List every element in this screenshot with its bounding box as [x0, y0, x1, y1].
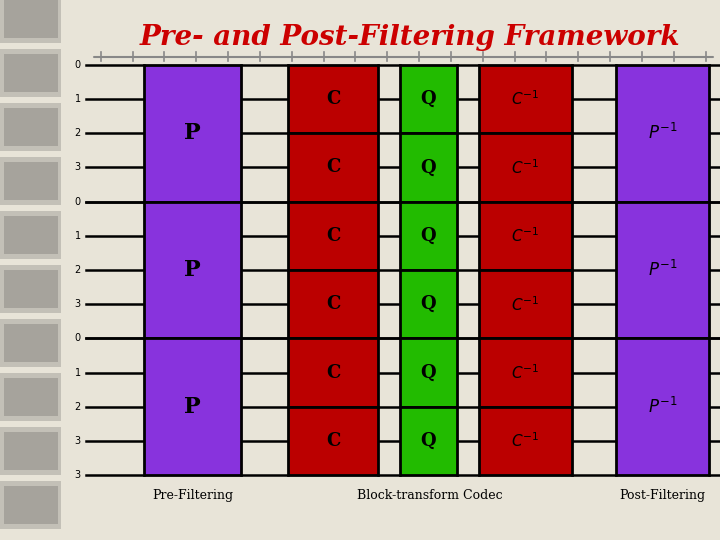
Text: 3: 3 [74, 163, 81, 172]
Bar [4, 270, 58, 308]
Text: 0: 0 [74, 197, 81, 207]
Text: C: C [326, 432, 340, 450]
Text: $C^{-1}$: $C^{-1}$ [511, 158, 540, 177]
Text: 0: 0 [74, 333, 81, 343]
Bar [400, 133, 457, 201]
Text: $P^{-1}$: $P^{-1}$ [648, 260, 677, 280]
Text: 1: 1 [74, 231, 81, 241]
Text: 1: 1 [74, 368, 81, 377]
Bar [0, 265, 61, 313]
Text: $C^{-1}$: $C^{-1}$ [511, 295, 540, 314]
Text: $P^{-1}$: $P^{-1}$ [648, 123, 677, 143]
Bar [479, 339, 572, 407]
Text: P: P [184, 122, 201, 144]
Bar [616, 201, 709, 339]
Text: Q: Q [420, 227, 436, 245]
Text: C: C [326, 90, 340, 108]
Bar [400, 65, 457, 133]
Bar [400, 407, 457, 475]
Bar [0, 481, 61, 529]
Text: C: C [326, 295, 340, 313]
Text: Q: Q [420, 90, 436, 108]
Text: $C^{-1}$: $C^{-1}$ [511, 90, 540, 109]
Text: $P^{-1}$: $P^{-1}$ [648, 397, 677, 417]
Text: 0: 0 [74, 60, 81, 70]
Bar [288, 339, 378, 407]
Text: P: P [184, 396, 201, 418]
Bar [4, 216, 58, 254]
Text: $C^{-1}$: $C^{-1}$ [511, 363, 540, 382]
Text: Q: Q [420, 432, 436, 450]
Bar [0, 427, 61, 475]
Bar [0, 373, 61, 421]
Bar [0, 49, 61, 97]
Text: Post-Filtering: Post-Filtering [619, 489, 706, 502]
Bar [144, 339, 241, 475]
Bar [4, 54, 58, 92]
Text: C: C [326, 158, 340, 177]
Text: Block-transform Codec: Block-transform Codec [357, 489, 503, 502]
Bar [400, 201, 457, 270]
Text: Q: Q [420, 158, 436, 177]
Bar [400, 270, 457, 339]
Bar [288, 270, 378, 339]
Bar [0, 0, 61, 43]
Bar [4, 486, 58, 524]
Text: $C^{-1}$: $C^{-1}$ [511, 431, 540, 450]
Text: Pre-Filtering: Pre-Filtering [152, 489, 233, 502]
Text: 2: 2 [74, 265, 81, 275]
Text: Pre- and Post-Filtering Framework: Pre- and Post-Filtering Framework [140, 24, 680, 51]
Text: 1: 1 [74, 94, 81, 104]
Text: Q: Q [420, 295, 436, 313]
Bar [479, 201, 572, 270]
Bar [479, 133, 572, 201]
Bar [400, 339, 457, 407]
Bar [288, 201, 378, 270]
Bar [479, 270, 572, 339]
Bar [479, 407, 572, 475]
Bar [0, 103, 61, 151]
Text: 2: 2 [74, 128, 81, 138]
Bar [144, 201, 241, 339]
Text: C: C [326, 227, 340, 245]
Bar [4, 0, 58, 38]
Text: 3: 3 [74, 299, 81, 309]
Text: 3: 3 [74, 470, 81, 480]
Bar [288, 407, 378, 475]
Bar [4, 378, 58, 416]
Text: $C^{-1}$: $C^{-1}$ [511, 226, 540, 245]
Bar [4, 162, 58, 200]
Bar [288, 65, 378, 133]
Text: 2: 2 [74, 402, 81, 412]
Bar [4, 108, 58, 146]
Bar [0, 211, 61, 259]
Text: 3: 3 [74, 436, 81, 446]
Bar [0, 157, 61, 205]
Bar [288, 133, 378, 201]
Text: C: C [326, 363, 340, 382]
Bar [4, 324, 58, 362]
Text: P: P [184, 259, 201, 281]
Bar [616, 65, 709, 201]
Text: Q: Q [420, 363, 436, 382]
Bar [0, 319, 61, 367]
Bar [4, 432, 58, 470]
Bar [479, 65, 572, 133]
Bar [144, 65, 241, 201]
Bar [616, 339, 709, 475]
